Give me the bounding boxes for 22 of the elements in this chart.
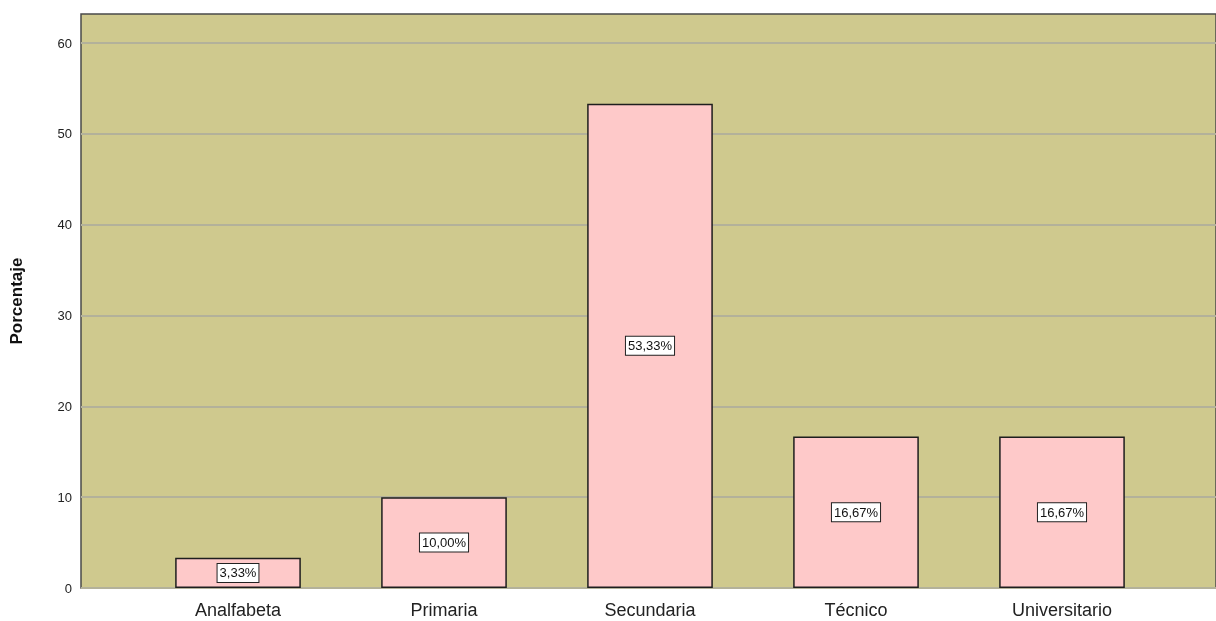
x-tick-label: Universitario: [1011, 600, 1113, 620]
data-label: 16,67%: [833, 504, 879, 520]
bar: [793, 436, 919, 588]
x-tick-label: Primaria: [410, 600, 479, 620]
x-tick-label: Técnico: [824, 600, 888, 620]
y-tick-label: 40: [57, 217, 72, 233]
bar: [381, 497, 507, 588]
data-label: 10,00%: [421, 535, 467, 551]
bar: [587, 103, 713, 588]
y-axis-title: Porcentaje: [7, 257, 26, 345]
y-tick-label: 0: [64, 580, 72, 596]
y-tick-label: 60: [57, 35, 72, 51]
y-tick-label: 20: [57, 398, 72, 414]
data-label: 16,67%: [1039, 504, 1085, 520]
x-tick-label: Analfabeta: [194, 600, 283, 620]
data-label: 53,33%: [627, 338, 673, 354]
bar: [999, 436, 1125, 588]
y-tick-label: 50: [57, 126, 72, 142]
y-tick-label: 10: [57, 489, 72, 505]
y-tick-label: 30: [57, 308, 72, 324]
x-tick-label: Secundaria: [604, 600, 697, 620]
data-label: 3,33%: [219, 565, 257, 581]
